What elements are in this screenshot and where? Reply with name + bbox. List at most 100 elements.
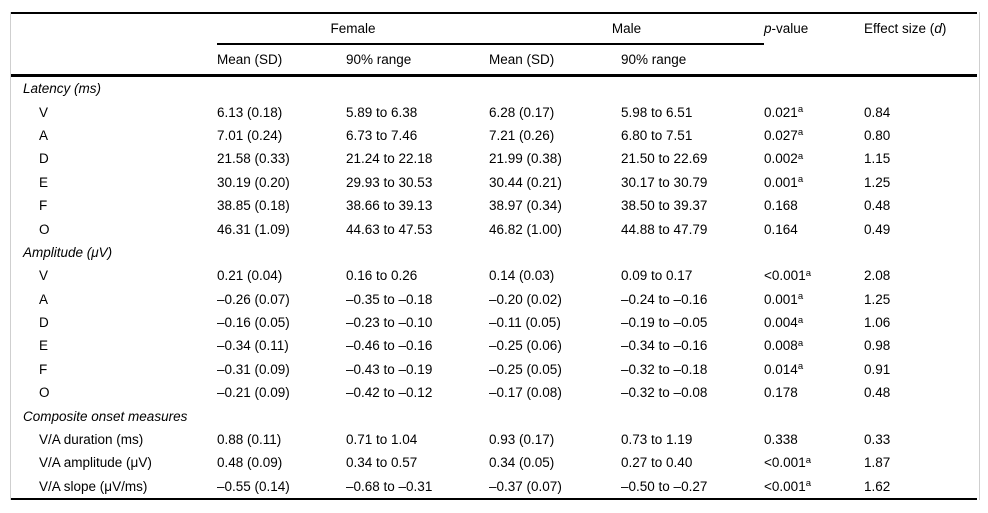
cell-female-mean-sd: –0.55 (0.14) xyxy=(217,478,290,494)
cell-male-range: –0.34 to –0.16 xyxy=(621,338,708,354)
cell-male-mean-sd: 30.44 (0.21) xyxy=(489,174,562,190)
effect-size-text-pre: Effect size ( xyxy=(864,21,935,36)
cell-male-range: 44.88 to 47.79 xyxy=(621,221,708,237)
d-italic: d xyxy=(934,21,942,36)
cell-effect-size: 0.91 xyxy=(864,361,891,377)
row-label: A xyxy=(39,291,49,307)
cell-effect-size: 0.33 xyxy=(864,432,891,448)
cell-female-range: 0.16 to 0.26 xyxy=(346,268,418,284)
cell-female-range: 0.71 to 1.04 xyxy=(346,432,418,448)
cell-female-mean-sd: 46.31 (1.09) xyxy=(217,221,290,237)
cell-p-value: 0.001a xyxy=(764,288,864,311)
table-row: A 7.01 (0.24) 6.73 to 7.46 7.21 (0.26) 6… xyxy=(11,124,977,147)
row-label: V/A duration (ms) xyxy=(39,432,144,448)
cell-effect-size: 1.87 xyxy=(864,455,891,471)
cell-female-range: 21.24 to 22.18 xyxy=(346,151,433,167)
cell-effect-size: 0.48 xyxy=(864,385,891,401)
column-header-female-mean-sd: Mean (SD) xyxy=(217,44,346,77)
cell-p-value: 0.178 xyxy=(764,381,864,404)
table-row: D 21.58 (0.33) 21.24 to 22.18 21.99 (0.3… xyxy=(11,147,977,170)
p-value-number: 0.021 xyxy=(764,104,798,120)
cell-p-value: 0.002a xyxy=(764,147,864,170)
cell-female-mean-sd: 21.58 (0.33) xyxy=(217,151,290,167)
empty-corner-cell xyxy=(11,13,217,44)
cell-male-mean-sd: 0.14 (0.03) xyxy=(489,268,555,284)
cell-female-mean-sd: –0.31 (0.09) xyxy=(217,361,290,377)
footnote-marker-a: a xyxy=(805,267,811,279)
cell-effect-size: 1.06 xyxy=(864,315,891,331)
cell-p-value: 0.021a xyxy=(764,100,864,123)
cell-female-mean-sd: –0.26 (0.07) xyxy=(217,291,290,307)
column-group-female: Female xyxy=(217,13,490,45)
footnote-marker-a: a xyxy=(797,174,804,186)
row-label: V xyxy=(39,268,49,284)
cell-female-range: –0.23 to –0.10 xyxy=(346,315,433,331)
row-label: F xyxy=(39,361,48,377)
cell-male-mean-sd: –0.25 (0.06) xyxy=(489,338,562,354)
cell-female-range: 44.63 to 47.53 xyxy=(346,221,433,237)
cell-male-range: 30.17 to 30.79 xyxy=(621,174,708,190)
section-header-row: Composite onset measures xyxy=(11,404,977,427)
empty-corner-cell xyxy=(11,44,217,77)
row-label: O xyxy=(39,221,50,237)
footnote-marker-a: a xyxy=(797,127,804,139)
table-row: V/A duration (ms) 0.88 (0.11) 0.71 to 1.… xyxy=(11,428,977,451)
section-header-row: Amplitude (μV) xyxy=(11,241,977,264)
cell-p-value: 0.164 xyxy=(764,217,864,240)
cell-female-mean-sd: 38.85 (0.18) xyxy=(217,198,290,214)
footnote-marker-a: a xyxy=(805,454,811,466)
p-value-number: 0.338 xyxy=(764,432,798,448)
row-label: D xyxy=(39,151,49,167)
cell-p-value: 0.008a xyxy=(764,334,864,357)
cell-p-value: 0.001a xyxy=(764,171,864,194)
cell-male-range: –0.32 to –0.18 xyxy=(621,361,708,377)
cell-male-range: 0.27 to 0.40 xyxy=(621,455,693,471)
cell-male-mean-sd: –0.11 (0.05) xyxy=(489,315,561,331)
column-header-p-value: p-value xyxy=(764,13,865,77)
table-row: V/A amplitude (μV) 0.48 (0.09) 0.34 to 0… xyxy=(11,451,977,474)
cell-male-mean-sd: 6.28 (0.17) xyxy=(489,104,555,120)
cell-p-value: 0.168 xyxy=(764,194,864,217)
p-italic: p xyxy=(764,21,772,36)
table-row: O 46.31 (1.09) 44.63 to 47.53 46.82 (1.0… xyxy=(11,217,977,240)
cell-female-mean-sd: 7.01 (0.24) xyxy=(217,127,283,143)
cell-male-range: 0.09 to 0.17 xyxy=(621,268,693,284)
row-label: V/A slope (μV/ms) xyxy=(39,478,148,494)
cell-female-mean-sd: –0.21 (0.09) xyxy=(217,385,290,401)
p-value-number: 0.014 xyxy=(764,361,798,377)
cell-female-range: 0.34 to 0.57 xyxy=(346,455,418,471)
table-row: E 30.19 (0.20) 29.93 to 30.53 30.44 (0.2… xyxy=(11,171,977,194)
cell-male-mean-sd: –0.37 (0.07) xyxy=(489,478,562,494)
row-label: E xyxy=(39,174,49,190)
p-value-number: <0.001 xyxy=(764,478,806,494)
footnote-marker-a: a xyxy=(797,291,804,303)
cell-male-range: –0.50 to –0.27 xyxy=(621,478,708,494)
cell-effect-size: 0.84 xyxy=(864,104,891,120)
p-value-number: <0.001 xyxy=(764,455,806,471)
p-value-number: 0.001 xyxy=(764,291,798,307)
cell-effect-size: 1.15 xyxy=(864,151,891,167)
column-header-male-range: 90% range xyxy=(621,44,765,77)
table-row: V 0.21 (0.04) 0.16 to 0.26 0.14 (0.03) 0… xyxy=(11,264,977,287)
cell-female-mean-sd: 0.88 (0.11) xyxy=(217,432,282,448)
cell-female-mean-sd: 30.19 (0.20) xyxy=(217,174,290,190)
cell-female-mean-sd: 6.13 (0.18) xyxy=(217,104,283,120)
results-table: Female Male p-value Effect size (d) Mean… xyxy=(11,12,978,501)
footnote-marker-a: a xyxy=(797,337,804,349)
table-row: D –0.16 (0.05) –0.23 to –0.10 –0.11 (0.0… xyxy=(11,311,977,334)
table-row: E –0.34 (0.11) –0.46 to –0.16 –0.25 (0.0… xyxy=(11,334,977,357)
p-value-number: 0.168 xyxy=(764,198,798,214)
cell-male-mean-sd: –0.25 (0.05) xyxy=(489,361,562,377)
cell-female-mean-sd: –0.34 (0.11) xyxy=(217,338,289,354)
cell-p-value: <0.001a xyxy=(764,451,864,474)
cell-p-value: 0.027a xyxy=(764,124,864,147)
cell-male-mean-sd: 7.21 (0.26) xyxy=(489,127,555,143)
p-value-number: 0.002 xyxy=(764,151,798,167)
cell-male-mean-sd: 0.93 (0.17) xyxy=(489,432,555,448)
row-label: O xyxy=(39,385,50,401)
table-row: A –0.26 (0.07) –0.35 to –0.18 –0.20 (0.0… xyxy=(11,288,977,311)
cell-male-range: 6.80 to 7.51 xyxy=(621,127,693,143)
cell-male-mean-sd: –0.20 (0.02) xyxy=(489,291,562,307)
row-label: V xyxy=(39,104,49,120)
p-value-number: 0.004 xyxy=(764,315,798,331)
